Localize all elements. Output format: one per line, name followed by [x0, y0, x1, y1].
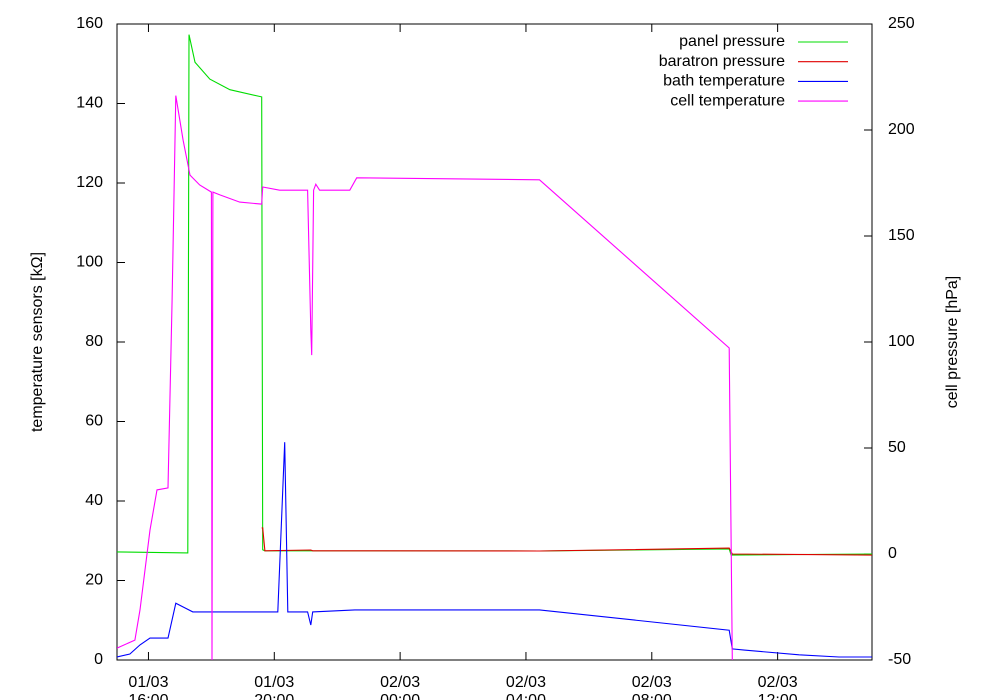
x-tick-label-line: 00:00	[380, 692, 420, 700]
data-line	[117, 442, 872, 658]
x-tick-label-line: 02/03	[758, 674, 798, 691]
x-tick-label-line: 01/03	[128, 674, 168, 691]
y-tick-label: 160	[76, 15, 103, 32]
legend-label: bath temperature	[663, 73, 785, 90]
y-tick-label: 100	[76, 254, 103, 271]
y2-tick-label: -50	[888, 651, 911, 668]
x-tick-label: 02/0312:00	[758, 674, 798, 700]
y-tick-label: 140	[76, 95, 103, 112]
x-tick-label-line: 02/03	[632, 674, 672, 691]
data-line	[117, 95, 733, 660]
y-tick-label: 80	[85, 333, 103, 350]
data-line	[261, 527, 872, 556]
y2-tick-label: 0	[888, 545, 897, 562]
y-tick-label: 60	[85, 413, 103, 430]
x-tick-label-line: 12:00	[758, 692, 798, 700]
legend-label: cell temperature	[670, 92, 785, 109]
y2-tick-label: 50	[888, 439, 906, 456]
y-tick-label: 20	[85, 572, 103, 589]
y2-tick-label: 250	[888, 15, 915, 32]
legend-label: panel pressure	[679, 33, 785, 50]
x-tick-label: 02/0300:00	[380, 674, 420, 700]
y-tick-label: 0	[94, 651, 103, 668]
x-tick-label-line: 08:00	[632, 692, 672, 700]
legend-label: baratron pressure	[659, 53, 785, 70]
x-tick-label: 01/0320:00	[254, 674, 294, 700]
x-tick-label-line: 04:00	[506, 692, 546, 700]
x-tick-label: 02/0308:00	[632, 674, 672, 700]
x-tick-label-line: 01/03	[254, 674, 294, 691]
plot-frame	[116, 23, 873, 661]
y2-axis-label: cell pressure [hPa]	[944, 276, 961, 409]
y2-tick-label: 200	[888, 121, 915, 138]
y-tick-label: 40	[85, 492, 103, 509]
x-tick-label-line: 16:00	[128, 692, 168, 700]
y-axis-label: temperature sensors [kΩ]	[29, 252, 46, 432]
x-tick-label: 02/0304:00	[506, 674, 546, 700]
y-tick-label: 120	[76, 174, 103, 191]
x-tick-label-line: 02/03	[380, 674, 420, 691]
y2-tick-label: 100	[888, 333, 915, 350]
x-tick-label: 01/0316:00	[128, 674, 168, 700]
y2-tick-label: 150	[888, 227, 915, 244]
data-line	[117, 34, 872, 556]
x-tick-label-line: 02/03	[506, 674, 546, 691]
x-tick-label-line: 20:00	[254, 692, 294, 700]
